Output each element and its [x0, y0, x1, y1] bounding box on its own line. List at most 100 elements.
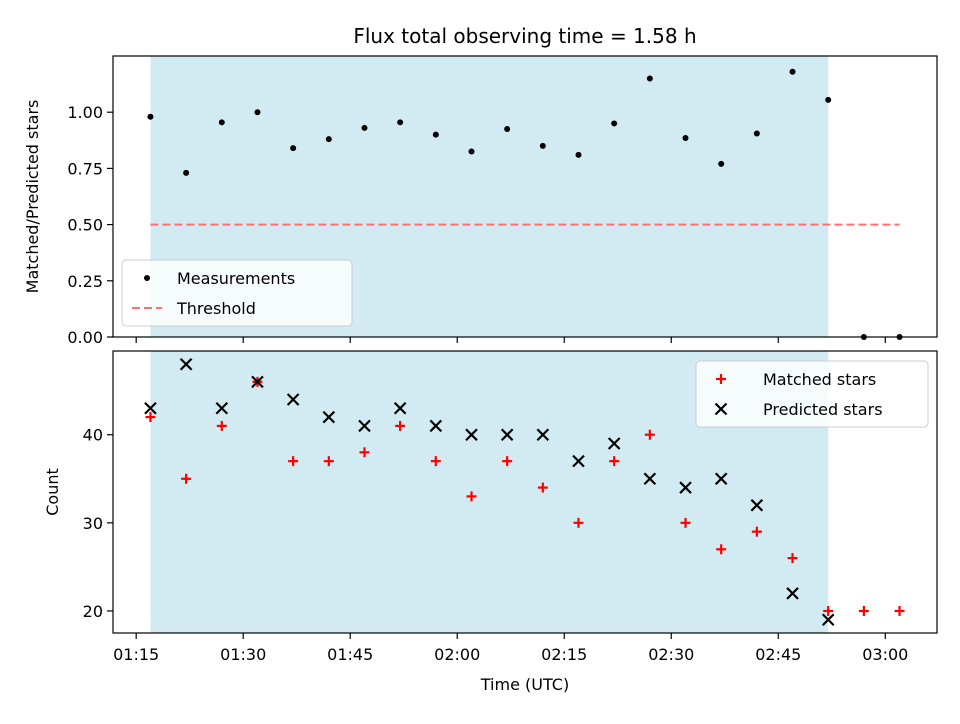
predicted-star-point: [536, 428, 550, 441]
legend-swatch: [144, 275, 150, 281]
predicted-star-point: [393, 402, 407, 415]
measurement-point: [753, 130, 760, 137]
matched-star-point: [502, 456, 513, 467]
y-tick-label: 40: [83, 426, 103, 445]
measurement-point: [575, 151, 582, 158]
x-tick-label: 01:30: [220, 645, 266, 664]
x-tick-label: 02:00: [434, 645, 480, 664]
matched-star-point: [288, 456, 299, 467]
predicted-star-point: [643, 472, 657, 486]
y-tick-label: 0.50: [67, 216, 103, 235]
matched-star-point: [323, 456, 334, 467]
matched-star-point: [823, 605, 834, 616]
measurement-point: [290, 145, 297, 152]
y-axis-label: Matched/Predicted stars: [23, 100, 42, 294]
matched-star-point: [716, 544, 727, 555]
matched-star-point: [145, 412, 156, 423]
measurement-point: [397, 119, 404, 126]
matched-star-point: [573, 517, 584, 528]
measurement-point: [825, 96, 832, 103]
matched-star-point: [395, 420, 406, 431]
matched-star-point: [609, 456, 620, 467]
x-tick-label: 03:00: [862, 645, 908, 664]
y-tick-label: 0.75: [67, 159, 103, 178]
measurement-point: [218, 119, 225, 126]
x-axis-label: Time (UTC): [480, 675, 569, 694]
legend-entry-label: Threshold: [176, 299, 256, 318]
matched-star-point: [644, 429, 655, 440]
x-tick-label: 01:15: [113, 645, 159, 664]
measurement-point: [325, 136, 332, 143]
matched-star-point: [181, 473, 192, 484]
measurement-point: [539, 142, 546, 149]
y-tick-label: 30: [83, 514, 103, 533]
matched-star-point: [858, 605, 869, 616]
measurement-point: [183, 169, 190, 176]
measurement-point: [646, 75, 653, 82]
predicted-star-point: [215, 402, 229, 415]
matched-star-point: [787, 553, 798, 564]
chart-title: Flux total observing time = 1.58 h: [353, 24, 696, 48]
matched-star-point: [751, 526, 762, 537]
predicted-star-point: [286, 393, 300, 406]
series-measurements: [147, 68, 903, 340]
x-tick-label: 02:15: [541, 645, 587, 664]
predicted-star-point: [429, 419, 443, 433]
legend-entry-label: Predicted stars: [763, 400, 883, 419]
predicted-star-point: [500, 428, 514, 441]
matched-star-point: [359, 447, 370, 458]
measurement-point: [147, 113, 154, 120]
predicted-star-point: [679, 481, 692, 494]
y-tick-label: 0.25: [67, 272, 103, 291]
measurement-point: [789, 68, 796, 75]
matched-star-point: [537, 482, 548, 493]
predicted-star-point: [322, 410, 336, 424]
predicted-star-point: [750, 498, 764, 512]
y-tick-label: 20: [83, 602, 103, 621]
measurement-point: [611, 120, 618, 127]
predicted-star-point: [607, 437, 621, 450]
measurement-point: [682, 135, 689, 142]
y-tick-label: 1.00: [67, 103, 103, 122]
measurement-point: [468, 148, 475, 155]
legend-swatch: [716, 374, 726, 384]
measurement-point: [718, 160, 725, 167]
predicted-star-point: [821, 613, 835, 627]
matched-star-point: [894, 605, 905, 616]
series-matched-stars: [145, 376, 905, 616]
axes-frame: [112, 55, 938, 338]
predicted-star-point: [358, 419, 371, 433]
y-axis-label: Count: [43, 468, 62, 516]
measurement-point: [361, 124, 368, 131]
measurement-point: [504, 126, 511, 133]
series-predicted-stars: [144, 357, 835, 627]
predicted-star-point: [465, 428, 478, 441]
matched-star-point: [216, 420, 227, 431]
legend-swatch: [714, 402, 728, 416]
measurement-point: [432, 131, 439, 138]
top-panel: 0.00 0.25 0.50 0.75 1.00 Flux total observing…: [23, 24, 938, 347]
x-tick-label: 02:45: [755, 645, 801, 664]
predicted-star-point: [144, 402, 157, 415]
legend: Matched stars Predicted stars: [695, 360, 929, 428]
legend-box: [695, 360, 929, 428]
legend-entry-label: Matched stars: [763, 370, 876, 389]
predicted-star-point: [714, 472, 728, 486]
axes-frame: [112, 350, 938, 634]
y-tick-label: 0.00: [67, 328, 103, 347]
matched-star-point: [466, 491, 477, 502]
measurement-point: [254, 109, 261, 116]
legend-entry-label: Measurements: [177, 269, 295, 288]
legend: Measurements Threshold: [121, 259, 353, 327]
x-tick-label: 01:45: [327, 645, 373, 664]
matched-star-point: [430, 456, 441, 467]
matched-star-point: [680, 517, 691, 528]
predicted-star-point: [572, 454, 585, 468]
legend-box: [121, 259, 353, 327]
predicted-star-point: [179, 357, 193, 371]
x-tick-label: 02:30: [648, 645, 694, 664]
predicted-star-point: [251, 375, 264, 389]
bottom-panel: 20 30 40 01:15 01:30 01:45 02:00 02:15 02:30 02:4…: [43, 350, 938, 694]
predicted-star-point: [786, 587, 799, 600]
